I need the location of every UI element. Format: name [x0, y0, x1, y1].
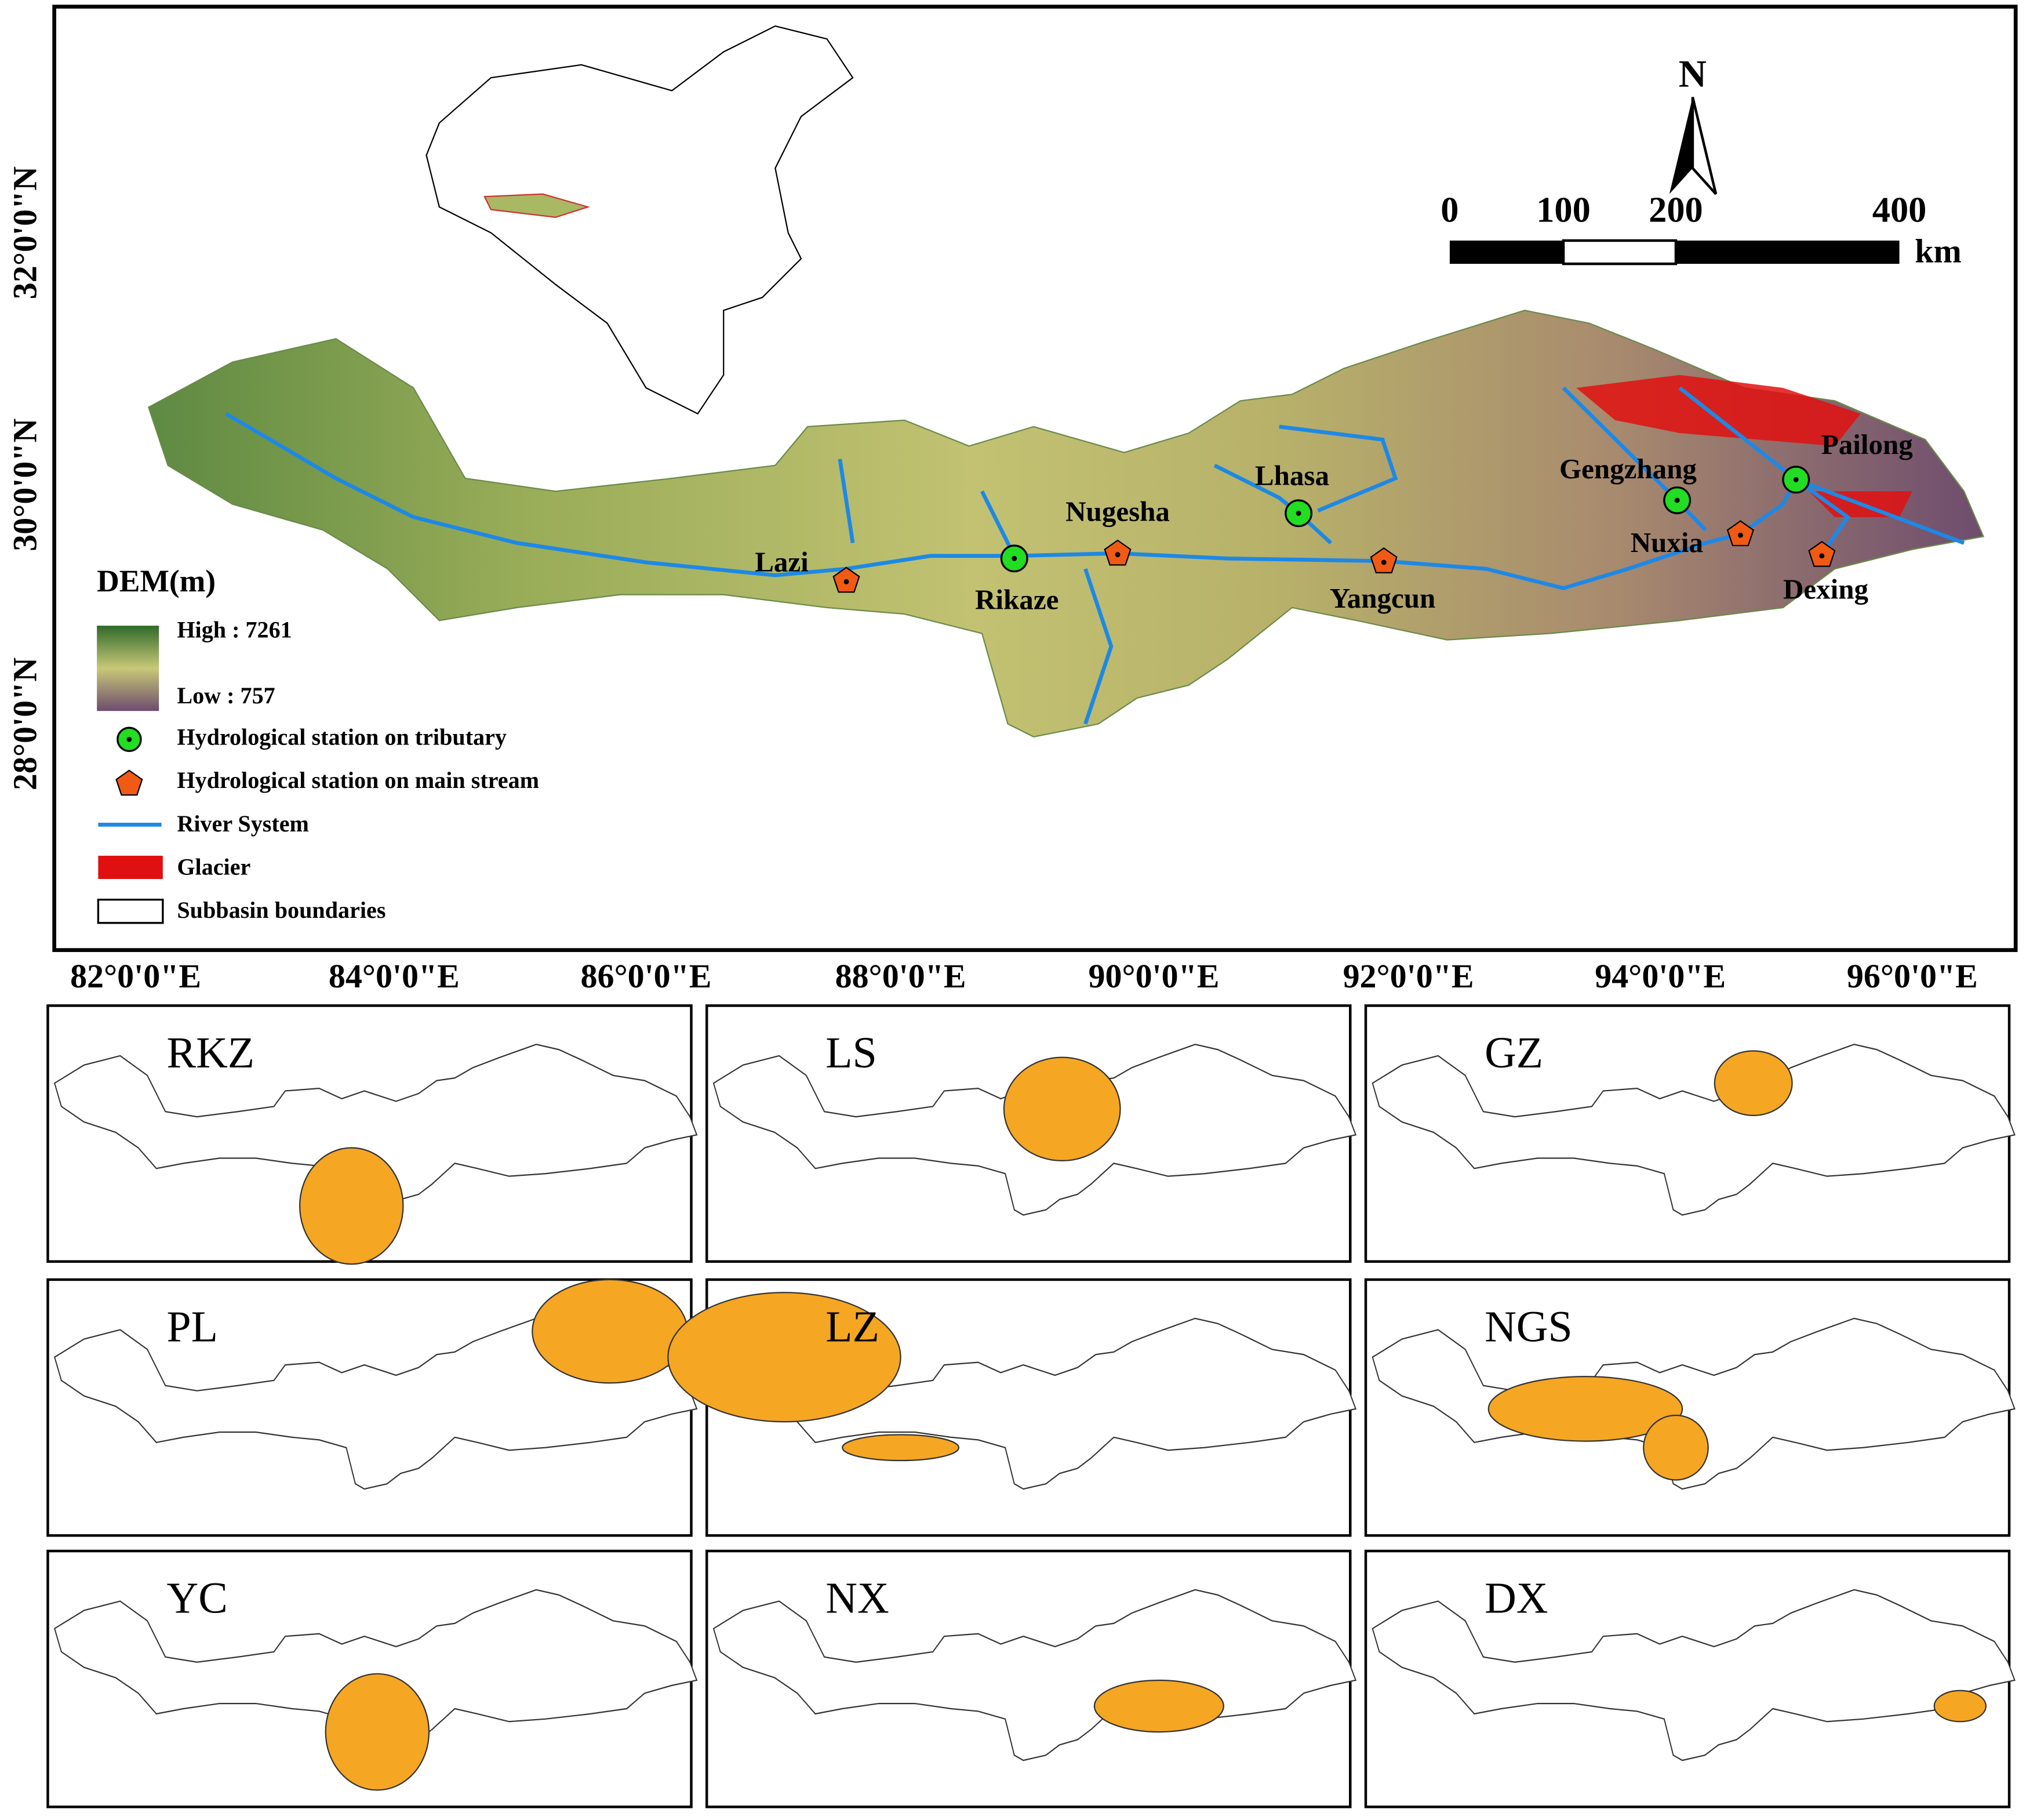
lat-label: 28°0'0"N — [6, 657, 43, 790]
station-dot — [1381, 560, 1387, 565]
rivers — [225, 386, 1965, 725]
map-frame — [52, 5, 2018, 952]
scale-tick-label: 200 — [1649, 190, 1703, 230]
highlighted-subbasins — [667, 1292, 901, 1423]
legend-item: Hydrological station on main stream — [177, 767, 539, 793]
china-inset — [425, 25, 854, 415]
station-dot — [1012, 555, 1017, 561]
lon-label: 82°0'0"E — [70, 957, 201, 995]
highlighted-subbasins — [1643, 1414, 1709, 1481]
station-dot — [1296, 510, 1301, 516]
station-label: Lhasa — [1255, 459, 1329, 491]
panel-label: RKZ — [167, 1029, 255, 1077]
main-map-content: N — [97, 52, 1900, 924]
scale-segment — [1449, 240, 1564, 264]
lon-label: 84°0'0"E — [329, 957, 460, 995]
panel-label: NGS — [1485, 1303, 1573, 1352]
station-dot — [1793, 477, 1799, 482]
scale-segment — [1562, 239, 1678, 266]
station-label: Gengzhang — [1559, 453, 1697, 485]
highlighted-subbasins — [1487, 1376, 1683, 1442]
station-label: Dexing — [1783, 573, 1869, 605]
station-label: Yangcun — [1330, 582, 1436, 614]
dem-ramp — [97, 626, 159, 711]
north-arrow — [1669, 97, 1693, 194]
highlighted-subbasins — [1003, 1056, 1121, 1162]
panel-label: PL — [167, 1303, 218, 1352]
lon-label: 88°0'0"E — [835, 957, 966, 995]
scale-tick-label: 0 — [1441, 190, 1458, 230]
highlighted-subbasins — [1093, 1679, 1224, 1733]
highlighted-subbasins — [842, 1434, 959, 1462]
highlighted-subbasins — [1714, 1050, 1793, 1117]
lon-label: 86°0'0"E — [581, 957, 712, 995]
lon-label: 96°0'0"E — [1847, 957, 1978, 995]
highlighted-subbasins — [1933, 1690, 1987, 1723]
legend-glacier-symbol — [98, 855, 163, 880]
scale-segment — [1675, 240, 1900, 264]
legend-title: DEM(m) — [97, 564, 216, 598]
panel-label: DX — [1485, 1574, 1548, 1623]
panel-label: NX — [825, 1574, 889, 1623]
scale-tick-label: 400 — [1872, 190, 1927, 230]
legend-item: Hydrological station on tributary — [177, 724, 507, 750]
highlighted-subbasins — [325, 1673, 430, 1791]
lon-label: 94°0'0"E — [1595, 957, 1726, 995]
station-label: Rikaze — [975, 583, 1059, 615]
scale-tick-label: 100 — [1536, 190, 1591, 230]
station-dot — [1115, 552, 1121, 557]
lon-label: 92°0'0"E — [1343, 957, 1474, 995]
north-label: N — [1679, 52, 1707, 95]
station-label: Pailong — [1821, 428, 1913, 460]
panel-label: GZ — [1485, 1029, 1543, 1077]
highlighted-subbasins — [299, 1147, 404, 1265]
inset-basin — [483, 193, 591, 218]
legend-item: River System — [177, 811, 309, 837]
legend-tributary-symbol — [126, 736, 132, 742]
legend-low: Low : 757 — [177, 682, 275, 709]
panel-label: LS — [825, 1029, 876, 1077]
station-dot — [1819, 553, 1825, 559]
legend-high: High : 7261 — [177, 616, 292, 642]
station-dot — [1674, 497, 1680, 503]
station-dot — [1737, 532, 1743, 538]
lat-label: 32°0'0"N — [6, 166, 43, 299]
panel-label: LZ — [825, 1303, 879, 1352]
station-label: Nuxia — [1631, 526, 1703, 558]
station-label: Nugesha — [1065, 496, 1170, 528]
station-dot — [843, 579, 849, 584]
highlighted-subbasins — [532, 1278, 688, 1384]
scale-unit: km — [1915, 233, 1962, 270]
legend-subbasin-symbol — [97, 898, 164, 924]
legend-item: Subbasin boundaries — [177, 897, 385, 923]
lon-label: 90°0'0"E — [1088, 957, 1219, 995]
station-label: Lazi — [755, 546, 809, 578]
panel-label: YC — [167, 1574, 228, 1623]
lat-label: 30°0'0"N — [6, 418, 43, 551]
north-arrow — [1691, 96, 1718, 195]
legend-main-symbol — [115, 769, 143, 796]
glacier — [1576, 375, 1912, 517]
legend-item: Glacier — [177, 853, 250, 880]
